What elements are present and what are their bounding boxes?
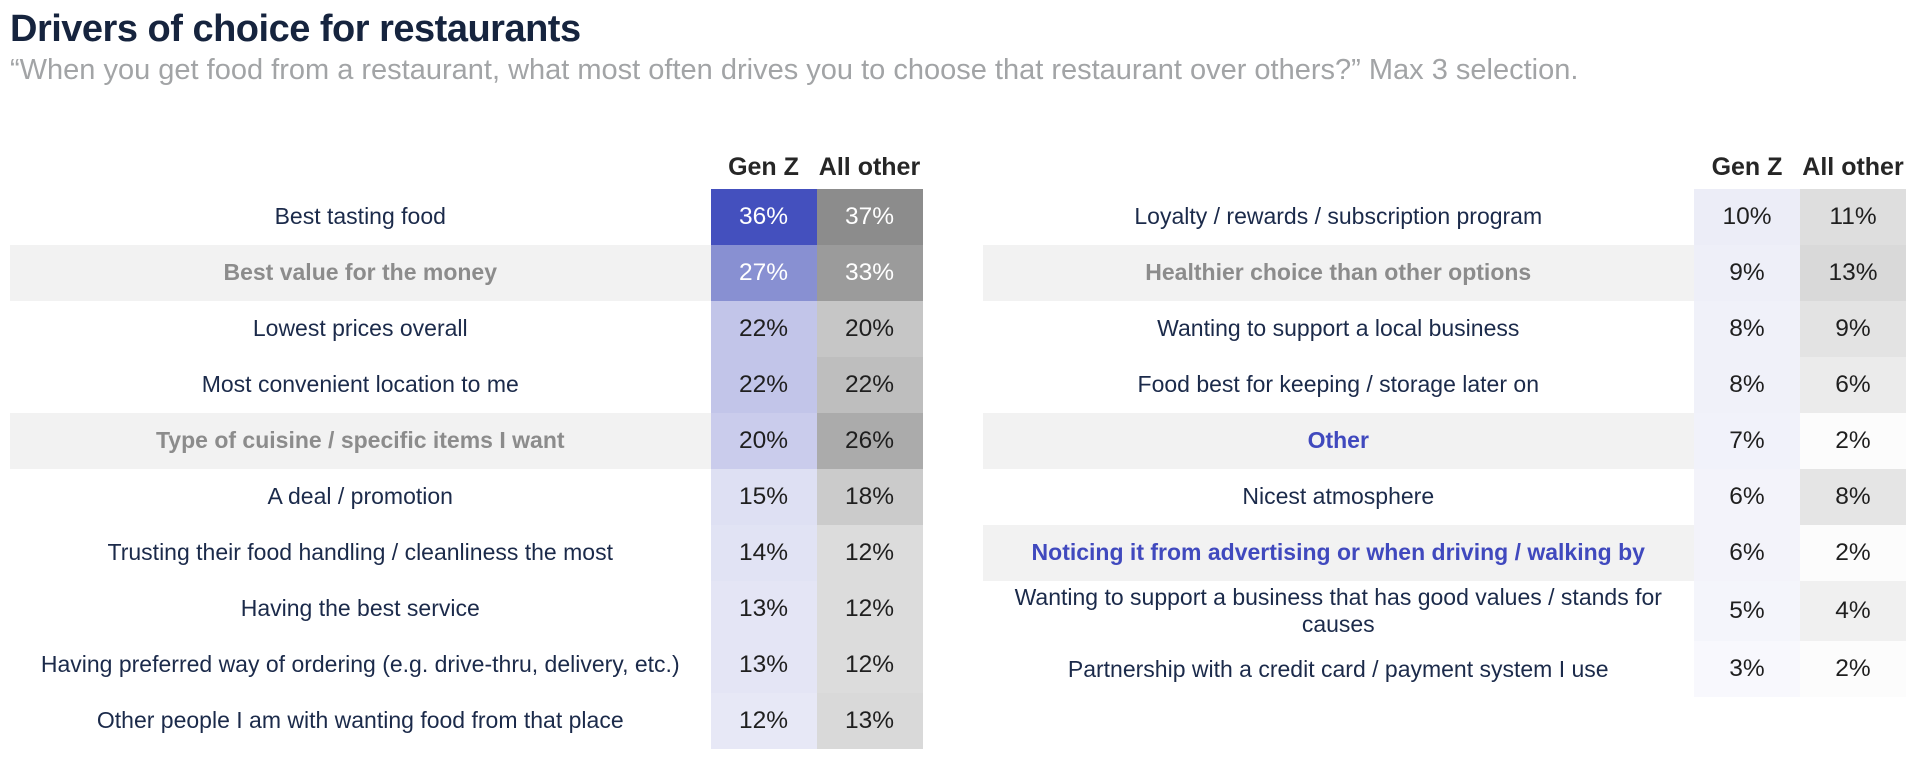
row-label: Wanting to support a business that has g… (1014, 583, 1662, 638)
row-label: A deal / promotion (267, 483, 453, 510)
tables-container: Gen Z All other Best tasting food 36% 37% B… (10, 113, 1906, 749)
cell-gen-z: 6% (1694, 524, 1800, 581)
cell-gen-z: 3% (1694, 641, 1800, 698)
row-label: Nicest atmosphere (1242, 483, 1435, 510)
row-label: Food best for keeping / storage later on (1137, 371, 1539, 398)
cell-all-other: 18% (816, 468, 923, 525)
cell-all-other: 2% (1800, 412, 1906, 469)
cell-all-other: 9% (1800, 300, 1906, 357)
cell-gen-z: 10% (1694, 188, 1800, 245)
cell-all-other: 2% (1800, 524, 1906, 581)
row-label: Most convenient location to me (201, 371, 519, 398)
table-body: Loyalty / rewards / subscription program… (982, 188, 1906, 698)
table-row: Other 7% 2% (982, 412, 1906, 469)
table-row: Nicest atmosphere 6% 8% (983, 468, 1906, 525)
row-label: Best value for the money (10, 244, 711, 301)
page-subtitle: “When you get food from a restaurant, wh… (10, 53, 1579, 86)
cell-gen-z: 36% (710, 188, 817, 245)
row-label: Best tasting food (274, 203, 446, 230)
table-row: Loyalty / rewards / subscription program… (983, 188, 1906, 245)
table-row: Other people I am with wanting food from… (10, 692, 923, 749)
cell-gen-z: 13% (710, 580, 817, 637)
row-label: Having preferred way of ordering (e.g. d… (40, 651, 680, 678)
table-row: Food best for keeping / storage later on… (983, 356, 1906, 413)
table-row: A deal / promotion 15% 18% (10, 468, 923, 525)
table-row: Most convenient location to me 22% 22% (10, 356, 923, 413)
drivers-table-secondary: Gen Z All other Loyalty / rewards / subs… (982, 113, 1907, 698)
cell-gen-z: 27% (710, 244, 817, 301)
cell-gen-z: 8% (1694, 300, 1800, 357)
cell-gen-z: 12% (710, 692, 817, 749)
row-label: Other people I am with wanting food from… (96, 707, 624, 734)
table-row: Wanting to support a local business 8% 9% (983, 300, 1906, 357)
cell-all-other: 6% (1800, 356, 1906, 413)
drivers-table-primary: Gen Z All other Best tasting food 36% 37% B… (10, 113, 923, 749)
cell-all-other: 12% (816, 636, 923, 693)
cell-gen-z: 7% (1694, 412, 1800, 469)
row-label: Healthier choice than other options (982, 244, 1694, 301)
table-header-row: Gen Z All other (10, 113, 923, 189)
cell-all-other: 13% (1800, 244, 1906, 301)
page-title: Drivers of choice for restaurants (10, 8, 581, 50)
cell-all-other: 8% (1800, 468, 1906, 525)
cell-gen-z: 20% (710, 412, 817, 469)
table-row: Healthier choice than other options 9% 13% (982, 244, 1906, 301)
row-label: Partnership with a credit card / payment… (1067, 655, 1609, 682)
cell-gen-z: 5% (1694, 580, 1800, 642)
cell-all-other: 11% (1800, 188, 1906, 245)
cell-all-other: 12% (816, 524, 923, 581)
cell-all-other: 13% (816, 692, 923, 749)
table-header-row: Gen Z All other (983, 113, 1907, 189)
cell-all-other: 20% (816, 300, 923, 357)
cell-all-other: 4% (1800, 580, 1906, 642)
column-header-gen-z: Gen Z (728, 152, 799, 181)
row-label: Loyalty / rewards / subscription program (1134, 203, 1543, 230)
table-row: Having the best service 13% 12% (10, 580, 923, 637)
cell-all-other: 33% (816, 244, 923, 301)
cell-gen-z: 15% (710, 468, 817, 525)
table-row: Best value for the money 27% 33% (10, 244, 923, 301)
cell-gen-z: 22% (710, 300, 817, 357)
table-row: Trusting their food handling / cleanline… (10, 524, 923, 581)
cell-gen-z: 6% (1694, 468, 1800, 525)
row-label: Type of cuisine / specific items I want (10, 412, 711, 469)
cell-gen-z: 8% (1694, 356, 1800, 413)
cell-gen-z: 14% (710, 524, 817, 581)
row-label: Lowest prices overall (252, 315, 468, 342)
cell-gen-z: 9% (1694, 244, 1800, 301)
table-row: Noticing it from advertising or when dri… (982, 524, 1906, 581)
row-label: Noticing it from advertising or when dri… (982, 524, 1694, 581)
column-header-all-other: All other (818, 152, 921, 181)
table-row: Partnership with a credit card / payment… (983, 641, 1906, 698)
cell-all-other: 2% (1800, 641, 1906, 698)
column-header-gen-z: Gen Z (1711, 152, 1783, 181)
table-row: Type of cuisine / specific items I want 2… (10, 412, 923, 469)
cell-gen-z: 13% (710, 636, 817, 693)
row-label: Wanting to support a local business (1157, 315, 1520, 342)
column-header-all-other: All other (1802, 152, 1904, 181)
table-body: Best tasting food 36% 37% Best value for th… (10, 188, 923, 749)
row-label: Other (982, 412, 1694, 469)
row-label: Having the best service (240, 595, 480, 622)
cell-all-other: 26% (816, 412, 923, 469)
table-row: Having preferred way of ordering (e.g. d… (10, 636, 923, 693)
cell-all-other: 37% (816, 188, 923, 245)
row-label: Trusting their food handling / cleanline… (107, 539, 613, 566)
cell-gen-z: 22% (710, 356, 817, 413)
slide: Drivers of choice for restaurants “When … (10, 8, 1906, 749)
table-row: Best tasting food 36% 37% (10, 188, 923, 245)
table-row: Wanting to support a business that has g… (983, 580, 1906, 642)
cell-all-other: 12% (816, 580, 923, 637)
cell-all-other: 22% (816, 356, 923, 413)
table-row: Lowest prices overall 22% 20% (10, 300, 923, 357)
